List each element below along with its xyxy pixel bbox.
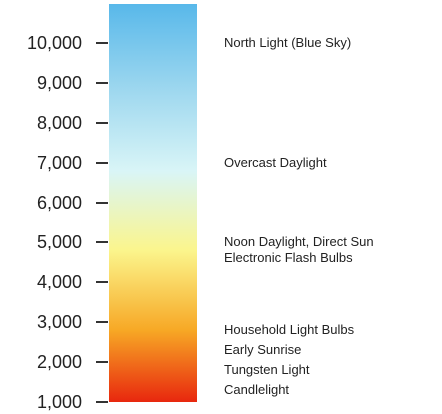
color-gradient-bar <box>109 4 197 402</box>
tick-label: 1,000 <box>36 392 82 412</box>
tick-mark <box>96 361 108 364</box>
tick-label: 9,000 <box>36 72 82 93</box>
tick-label: 5,000 <box>36 232 82 253</box>
tick-label: 7,000 <box>36 152 82 173</box>
tick-label: 2,000 <box>36 352 82 373</box>
tick-mark <box>96 121 108 124</box>
light-source-label: Overcast Daylight <box>224 154 327 170</box>
tick-label: 10,000 <box>26 33 82 53</box>
light-source-label: Candlelight <box>224 382 290 398</box>
tick-mark <box>96 281 108 284</box>
light-source-label: Household Light Bulbs <box>224 322 355 338</box>
tick-label: 8,000 <box>36 112 82 133</box>
tick-mark <box>96 42 108 44</box>
tick-mark <box>96 81 108 84</box>
tick-label: 3,000 <box>36 312 82 333</box>
light-source-label: Tungsten Light <box>224 362 310 378</box>
tick-mark <box>96 321 108 324</box>
light-source-label: Noon Daylight, Direct Sun <box>224 234 374 250</box>
tick-mark <box>96 241 108 244</box>
light-source-label: Electronic Flash Bulbs <box>224 250 353 266</box>
light-source-label: Early Sunrise <box>224 342 302 358</box>
tick-mark <box>96 401 108 403</box>
tick-mark <box>96 201 108 204</box>
tick-label: 4,000 <box>36 272 82 293</box>
light-source-label: North Light (Blue Sky) <box>224 35 352 50</box>
tick-label: 6,000 <box>36 192 82 213</box>
tick-mark <box>96 161 108 164</box>
